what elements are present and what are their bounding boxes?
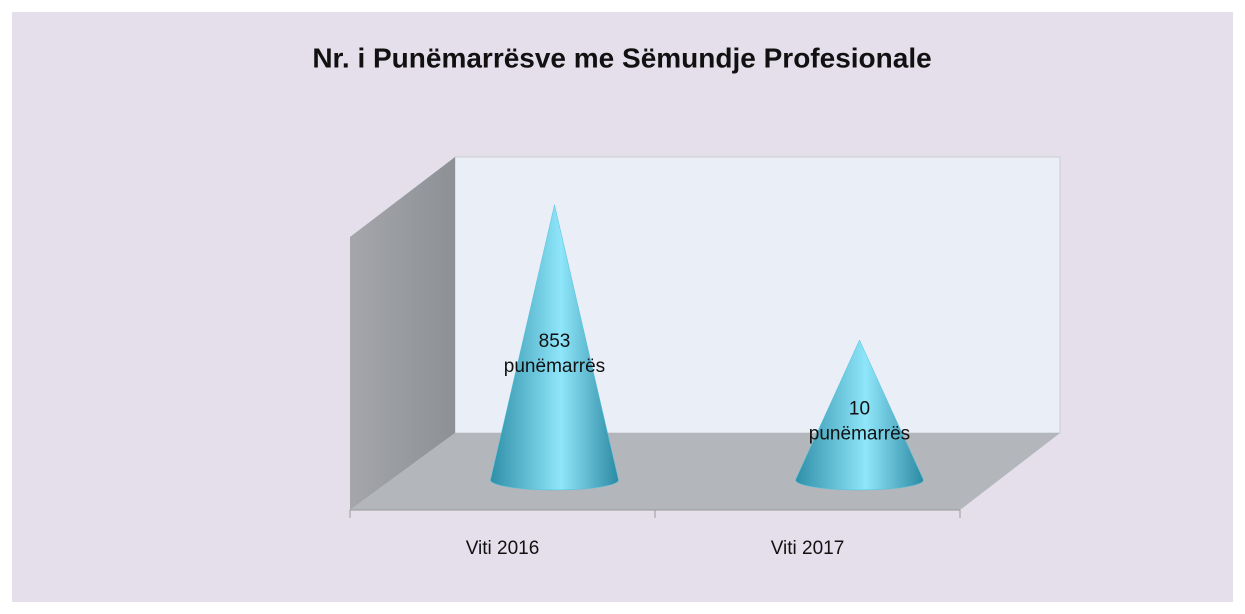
cone <box>490 204 619 491</box>
cone-body <box>490 204 619 491</box>
data-label: 10 punëmarrës <box>809 399 910 445</box>
chart-title: Nr. i Punëmarrësve me Sëmundje Profesion… <box>312 42 931 73</box>
x-tick-label: Viti 2016 <box>466 538 540 559</box>
data-label: 853 punëmarrës <box>504 331 605 377</box>
cone-body <box>795 339 924 491</box>
side-wall <box>350 157 455 510</box>
x-tick-label: Viti 2017 <box>771 538 845 559</box>
cone <box>795 339 924 491</box>
floor <box>350 433 1060 510</box>
